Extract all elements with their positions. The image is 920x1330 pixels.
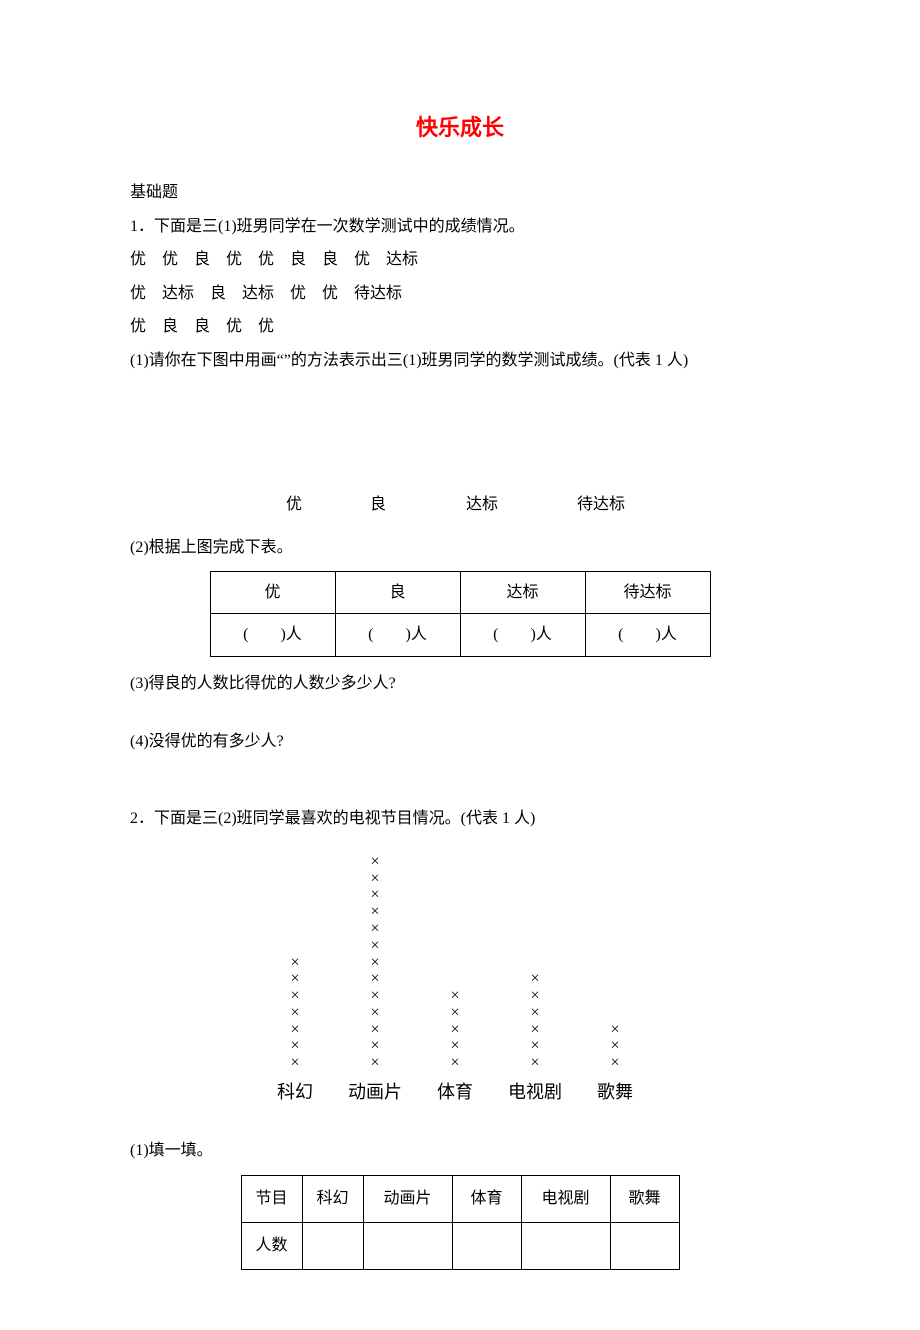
- q2-row1-label: 节目: [241, 1176, 302, 1223]
- pictograph-mark: ×: [370, 871, 379, 888]
- q2-cell: [610, 1223, 679, 1270]
- q2-col-header: 动画片: [363, 1176, 452, 1223]
- pictograph-mark: ×: [370, 955, 379, 972]
- q1-data-line2: 优 达标 良 达标 优 优 待达标: [130, 277, 790, 311]
- pictograph-mark: ×: [530, 1005, 539, 1022]
- q2-row2-label: 人数: [241, 1223, 302, 1270]
- pictograph-mark: ×: [290, 1005, 299, 1022]
- pictograph-mark: ×: [370, 988, 379, 1005]
- pictograph-label: 体育: [420, 1074, 490, 1112]
- basics-heading: 基础题: [130, 176, 790, 210]
- q1-data-line3: 优 良 良 优 优: [130, 310, 790, 344]
- q1-cell-a: ( )人: [210, 614, 335, 657]
- q2-col-header: 体育: [452, 1176, 521, 1223]
- q2-col-header: 歌舞: [610, 1176, 679, 1223]
- pictograph-mark: ×: [450, 1038, 459, 1055]
- pictograph-mark: ×: [290, 1055, 299, 1072]
- pictograph-mark: ×: [370, 971, 379, 988]
- pictograph-column: ×××××××: [260, 955, 330, 1073]
- pictograph-mark: ×: [450, 1005, 459, 1022]
- pictograph-mark: ×: [370, 1005, 379, 1022]
- q1-th-d: 待达标: [585, 571, 710, 614]
- q2-col-header: 科幻: [302, 1176, 363, 1223]
- q2-stem: 2．下面是三(2)班同学最喜欢的电视节目情况。(代表 1 人): [130, 802, 790, 836]
- q1-cat-b: 良: [333, 488, 423, 522]
- table-row: ( )人 ( )人 ( )人 ( )人: [210, 614, 710, 657]
- pictograph-column: ×××: [580, 1022, 650, 1072]
- pictograph-mark: ×: [290, 955, 299, 972]
- q2-pictograph: ×××××××××××××××××××××××××××××××××× 科幻动画片…: [260, 854, 660, 1112]
- q1-th-a: 优: [210, 571, 335, 614]
- pictograph-mark: ×: [530, 1055, 539, 1072]
- pictograph-mark: ×: [370, 1022, 379, 1039]
- q1-cat-c: 达标: [427, 488, 537, 522]
- q2-cell: [452, 1223, 521, 1270]
- q1-cat-d: 待达标: [541, 488, 661, 522]
- q1-cell-b: ( )人: [335, 614, 460, 657]
- q1-grade-table: 优 良 达标 待达标 ( )人 ( )人 ( )人 ( )人: [210, 571, 711, 657]
- pictograph-mark: ×: [370, 1038, 379, 1055]
- pictograph-mark: ×: [290, 988, 299, 1005]
- pictograph-mark: ×: [530, 1022, 539, 1039]
- pictograph-mark: ×: [450, 988, 459, 1005]
- pictograph-mark: ×: [290, 1038, 299, 1055]
- pictograph-column: ×××××: [420, 988, 490, 1072]
- q1-part3: (3)得良的人数比得优的人数少多少人?: [130, 667, 790, 701]
- pictograph-label: 科幻: [260, 1074, 330, 1112]
- pictograph-label: 歌舞: [580, 1074, 650, 1112]
- page-title: 快乐成长: [130, 110, 790, 142]
- pictograph-label: 动画片: [330, 1074, 420, 1112]
- pictograph-mark: ×: [450, 1055, 459, 1072]
- pictograph-mark: ×: [610, 1055, 619, 1072]
- pictograph-mark: ×: [530, 1038, 539, 1055]
- pictograph-mark: ×: [370, 938, 379, 955]
- pictograph-mark: ×: [370, 921, 379, 938]
- pictograph-mark: ×: [530, 971, 539, 988]
- pictograph-mark: ×: [610, 1038, 619, 1055]
- q2-table: 节目 科幻 动画片 体育 电视剧 歌舞 人数: [241, 1175, 680, 1269]
- q2-cell: [302, 1223, 363, 1270]
- q2-col-header: 电视剧: [521, 1176, 610, 1223]
- pictograph-label: 电视剧: [490, 1074, 580, 1112]
- table-row: 优 良 达标 待达标: [210, 571, 710, 614]
- pictograph-mark: ×: [370, 1055, 379, 1072]
- q1-part2: (2)根据上图完成下表。: [130, 531, 790, 565]
- pictograph-mark: ×: [610, 1022, 619, 1039]
- pictograph-mark: ×: [370, 854, 379, 871]
- q1-part4: (4)没得优的有多少人?: [130, 725, 790, 759]
- pictograph-mark: ×: [370, 887, 379, 904]
- pictograph-mark: ×: [290, 1022, 299, 1039]
- q1-th-b: 良: [335, 571, 460, 614]
- table-row: 节目 科幻 动画片 体育 电视剧 歌舞: [241, 1176, 679, 1223]
- q1-part1: (1)请你在下图中用画“”的方法表示出三(1)班男同学的数学测试成绩。(代表 1…: [130, 344, 790, 378]
- pictograph-column: ×××××××××××××: [330, 854, 420, 1072]
- q1-cat-a: 优: [259, 488, 329, 522]
- pictograph-mark: ×: [290, 971, 299, 988]
- q1-stem: 1．下面是三(1)班男同学在一次数学测试中的成绩情况。: [130, 210, 790, 244]
- q2-cell: [521, 1223, 610, 1270]
- q1-data-line1: 优 优 良 优 优 良 良 优 达标: [130, 243, 790, 277]
- q1-category-labels: 优 良 达标 待达标: [130, 488, 790, 522]
- table-row: 人数: [241, 1223, 679, 1270]
- q2-part1: (1)填一填。: [130, 1134, 790, 1168]
- pictograph-mark: ×: [370, 904, 379, 921]
- q1-graph-area: [130, 378, 790, 488]
- pictograph-mark: ×: [450, 1022, 459, 1039]
- pictograph-column: ××××××: [490, 971, 580, 1072]
- q1-cell-c: ( )人: [460, 614, 585, 657]
- q1-th-c: 达标: [460, 571, 585, 614]
- q2-cell: [363, 1223, 452, 1270]
- pictograph-mark: ×: [530, 988, 539, 1005]
- q1-cell-d: ( )人: [585, 614, 710, 657]
